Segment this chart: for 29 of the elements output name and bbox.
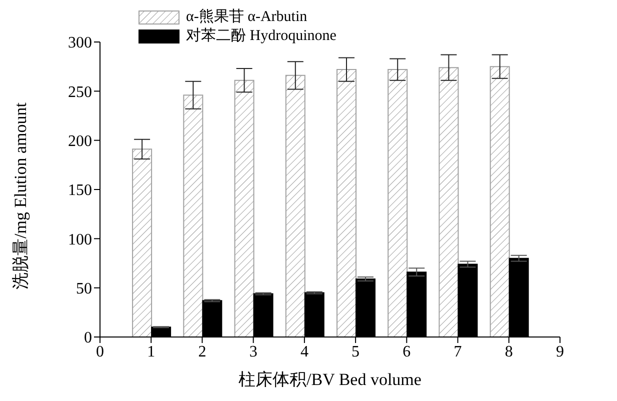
x-tick-label: 1 — [147, 343, 156, 360]
legend-label: 对苯二酚 Hydroquinone — [186, 27, 336, 46]
x-tick-label: 6 — [402, 343, 411, 360]
x-tick-label: 4 — [300, 343, 308, 360]
legend-label: α-熊果苷 α-Arbutin — [186, 8, 308, 27]
bar — [438, 67, 459, 337]
bar — [336, 69, 356, 337]
bar — [132, 148, 152, 337]
bar — [388, 69, 408, 337]
x-tick-label: 3 — [249, 343, 258, 360]
bar — [183, 94, 204, 337]
y-tick-label: 50 — [76, 280, 92, 298]
y-tick-label: 150 — [68, 182, 92, 200]
x-tick-label: 9 — [556, 343, 564, 360]
y-tick-label: 250 — [68, 84, 92, 101]
x-tick-label: 5 — [352, 343, 360, 360]
x-tick-label: 0 — [96, 343, 104, 360]
x-tick-label: 8 — [504, 343, 513, 360]
x-tick-label: 7 — [454, 343, 462, 360]
bar — [285, 74, 306, 337]
y-tick-label: 300 — [68, 34, 92, 52]
bar — [234, 80, 254, 337]
x-tick-label: 2 — [198, 343, 206, 360]
y-tick-label: 200 — [68, 133, 92, 150]
x-axis-title: 柱床体积/BV Bed volume — [238, 370, 422, 389]
bar — [490, 66, 510, 337]
y-axis-title: 洗脱量/mg Elution amount — [11, 102, 30, 290]
y-tick-label: 0 — [84, 330, 92, 347]
y-tick-label: 100 — [68, 231, 92, 248]
